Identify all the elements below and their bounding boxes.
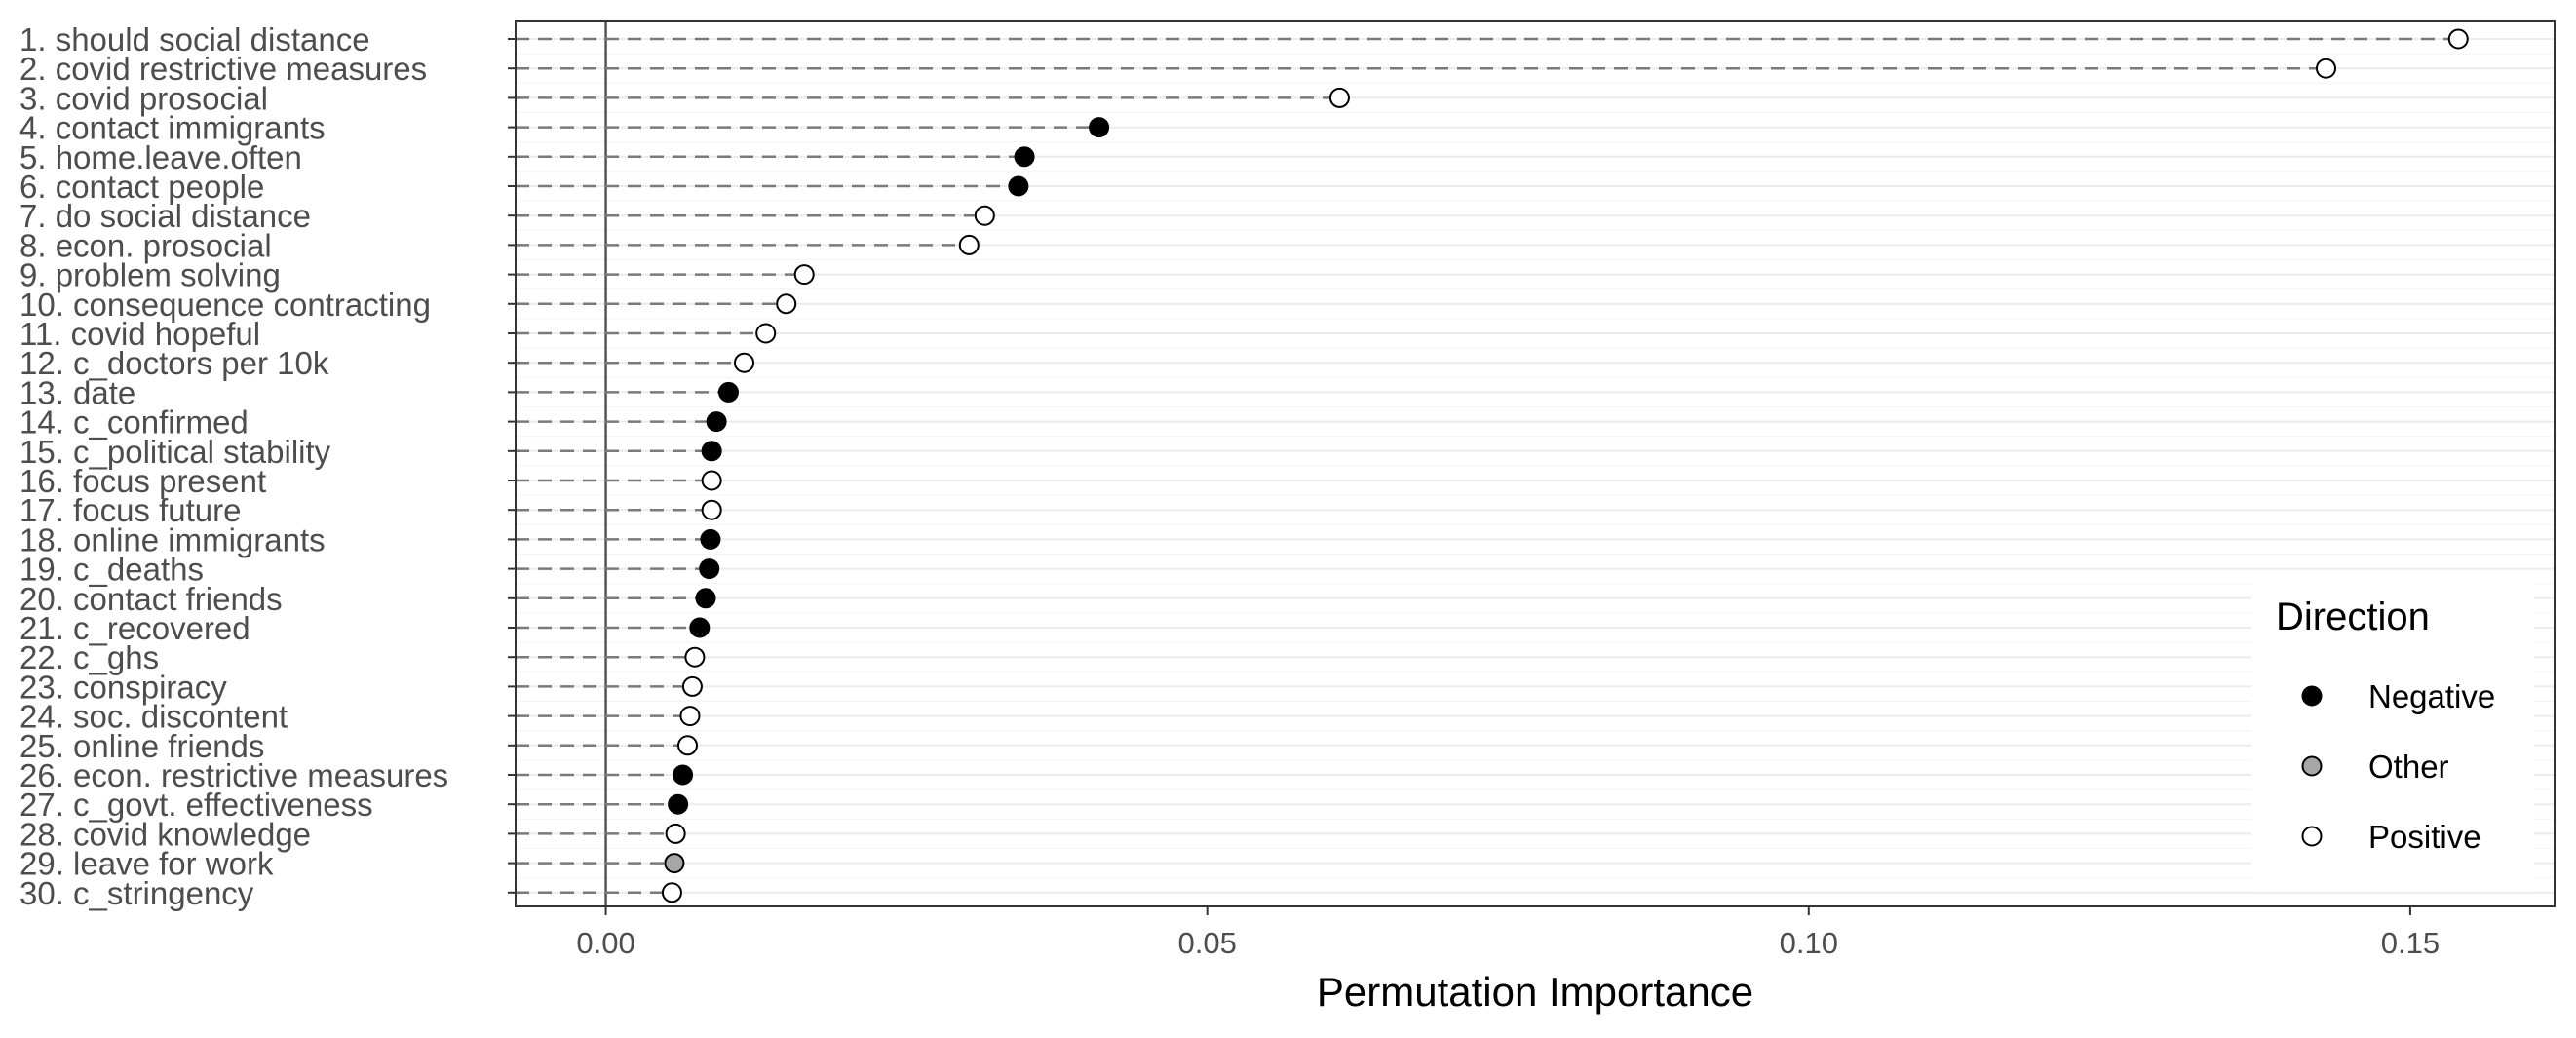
- data-point: [700, 528, 721, 550]
- x-axis-title: Permutation Importance: [1317, 969, 1753, 1015]
- panel-background: [516, 21, 2555, 906]
- data-point: [974, 205, 995, 226]
- y-tick-label: 4. contact immigrants: [19, 110, 326, 146]
- data-point: [2315, 58, 2336, 79]
- data-point: [706, 411, 727, 433]
- y-tick-label: 27. c_govt. effectiveness: [19, 787, 373, 823]
- grid-layer: [516, 38, 2555, 894]
- x-tick-label: 0.00: [576, 926, 634, 960]
- y-tick-label: 9. problem solving: [19, 257, 281, 293]
- data-point: [2447, 28, 2469, 50]
- legend-label: Negative: [2368, 678, 2495, 714]
- x-tick-label: 0.15: [2381, 926, 2440, 960]
- x-tick-label: 0.05: [1178, 926, 1237, 960]
- y-tick-label: 20. contact friends: [19, 581, 283, 617]
- data-point: [689, 617, 711, 638]
- legend-label: Positive: [2368, 819, 2481, 855]
- y-tick-label: 2. covid restrictive measures: [19, 51, 427, 87]
- y-tick-label: 6. contact people: [19, 169, 264, 205]
- y-tick-label: 11. covid hopeful: [19, 316, 260, 352]
- data-point: [958, 234, 980, 255]
- data-point: [681, 675, 703, 697]
- data-point: [1089, 117, 1110, 138]
- y-tick-label: 29. leave for work: [19, 846, 274, 882]
- leader-lines: [516, 37, 2459, 895]
- data-point: [695, 588, 716, 609]
- legend: Direction Negative Other Positive: [2251, 575, 2534, 892]
- y-tick-label: 10. consequence contracting: [19, 287, 431, 323]
- data-point: [776, 293, 797, 315]
- data-point: [676, 735, 698, 756]
- y-tick-label: 12. c_doctors per 10k: [19, 345, 329, 381]
- data-point: [1328, 87, 1350, 108]
- data-point: [665, 823, 686, 844]
- data-point: [701, 441, 722, 462]
- y-tick-label: 16. focus present: [19, 463, 266, 499]
- y-tick-label: 1. should social distance: [19, 21, 370, 58]
- y-tick-label: 8. econ. prosocial: [19, 227, 272, 263]
- data-point: [664, 853, 685, 874]
- data-point: [699, 558, 720, 580]
- data-point: [793, 264, 815, 286]
- data-point: [668, 793, 689, 815]
- y-tick-label: 25. online friends: [19, 728, 264, 764]
- data-point: [717, 381, 739, 403]
- y-tick-label: 24. soc. discontent: [19, 699, 288, 735]
- x-axis: 0.00 0.05 0.10 0.15: [576, 906, 2440, 960]
- y-tick-label: 14. c_confirmed: [19, 404, 249, 441]
- y-tick-label: 28. covid knowledge: [19, 816, 311, 852]
- data-point: [673, 764, 694, 786]
- data-point: [701, 470, 722, 491]
- data-point: [1014, 146, 1035, 168]
- y-tick-label: 3. covid prosocial: [19, 80, 268, 116]
- y-tick-label: 26. econ. restrictive measures: [19, 757, 448, 793]
- data-point: [1008, 175, 1029, 197]
- legend-background: [2251, 575, 2534, 892]
- data-point: [679, 706, 701, 727]
- legend-key: [2301, 755, 2323, 777]
- legend-label: Other: [2368, 749, 2449, 785]
- legend-key: [2301, 685, 2323, 707]
- y-tick-label: 17. focus future: [19, 492, 241, 528]
- y-tick-label: 22. c_ghs: [19, 639, 159, 675]
- y-tick-label: 13. date: [19, 374, 135, 410]
- y-tick-label: 23. conspiracy: [19, 669, 227, 705]
- y-tick-label: 15. c_political stability: [19, 434, 331, 470]
- y-tick-label: 5. home.leave.often: [19, 139, 302, 175]
- legend-key: [2301, 826, 2323, 847]
- data-point: [684, 646, 706, 668]
- y-tick-label: 30. c_stringency: [19, 875, 254, 911]
- y-tick-label: 21. c_recovered: [19, 610, 250, 646]
- y-tick-label: 7. do social distance: [19, 198, 311, 234]
- x-tick-label: 0.10: [1780, 926, 1838, 960]
- y-tick-label: 18. online immigrants: [19, 521, 326, 557]
- legend-title: Direction: [2276, 596, 2430, 638]
- panel-border: [515, 20, 2556, 907]
- data-point: [661, 882, 682, 903]
- data-point: [734, 352, 755, 373]
- y-tick-label: 19. c_deaths: [19, 552, 204, 588]
- data-points: [661, 28, 2469, 903]
- data-point: [755, 323, 777, 344]
- data-point: [701, 499, 722, 520]
